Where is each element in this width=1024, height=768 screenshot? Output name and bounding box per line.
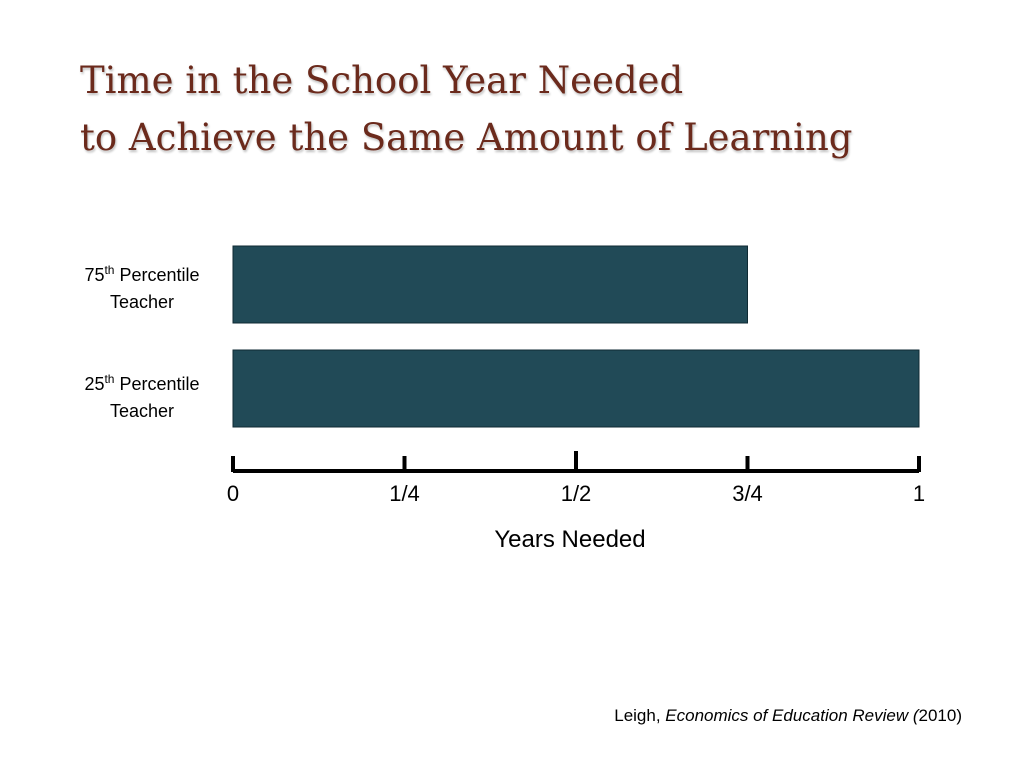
source-year: 2010)	[918, 706, 962, 725]
x-tick-label-2: 1/2	[561, 481, 592, 506]
category-75-suffix: th	[104, 263, 115, 277]
x-axis-title: Years Needed	[494, 526, 646, 553]
bar-75th-percentile	[232, 245, 748, 324]
x-tick-label-0: 0	[227, 481, 239, 506]
x-tick-label-4: 1	[913, 481, 925, 506]
slide-title-line-1: Time in the School Year Needed	[80, 59, 684, 102]
category-25-suffix: th	[104, 372, 115, 386]
source-author: Leigh,	[614, 706, 666, 725]
bar-25th-percentile	[232, 349, 920, 428]
category-75-line2: Teacher	[109, 292, 175, 312]
category-25-word: Percentile	[119, 374, 200, 394]
source-citation: Leigh, Economics of Education Review (20…	[614, 706, 962, 726]
x-tick-label-1: 1/4	[389, 481, 420, 506]
category-25-line2: Teacher	[109, 401, 175, 421]
x-tick-label-3: 3/4	[732, 481, 763, 506]
source-journal: Economics of Education Review (	[665, 706, 919, 725]
category-75-number: 75	[84, 265, 105, 285]
slide-title-line-2: to Achieve the Same Amount of Learning	[80, 116, 853, 159]
slide-title: Time in the School Year Needed to Achiev…	[80, 52, 852, 166]
category-label-75th: 75th Percentile Teacher	[62, 257, 222, 316]
category-25-number: 25	[84, 374, 105, 394]
category-75-word: Percentile	[119, 265, 200, 285]
category-label-25th: 25th Percentile Teacher	[62, 366, 222, 425]
